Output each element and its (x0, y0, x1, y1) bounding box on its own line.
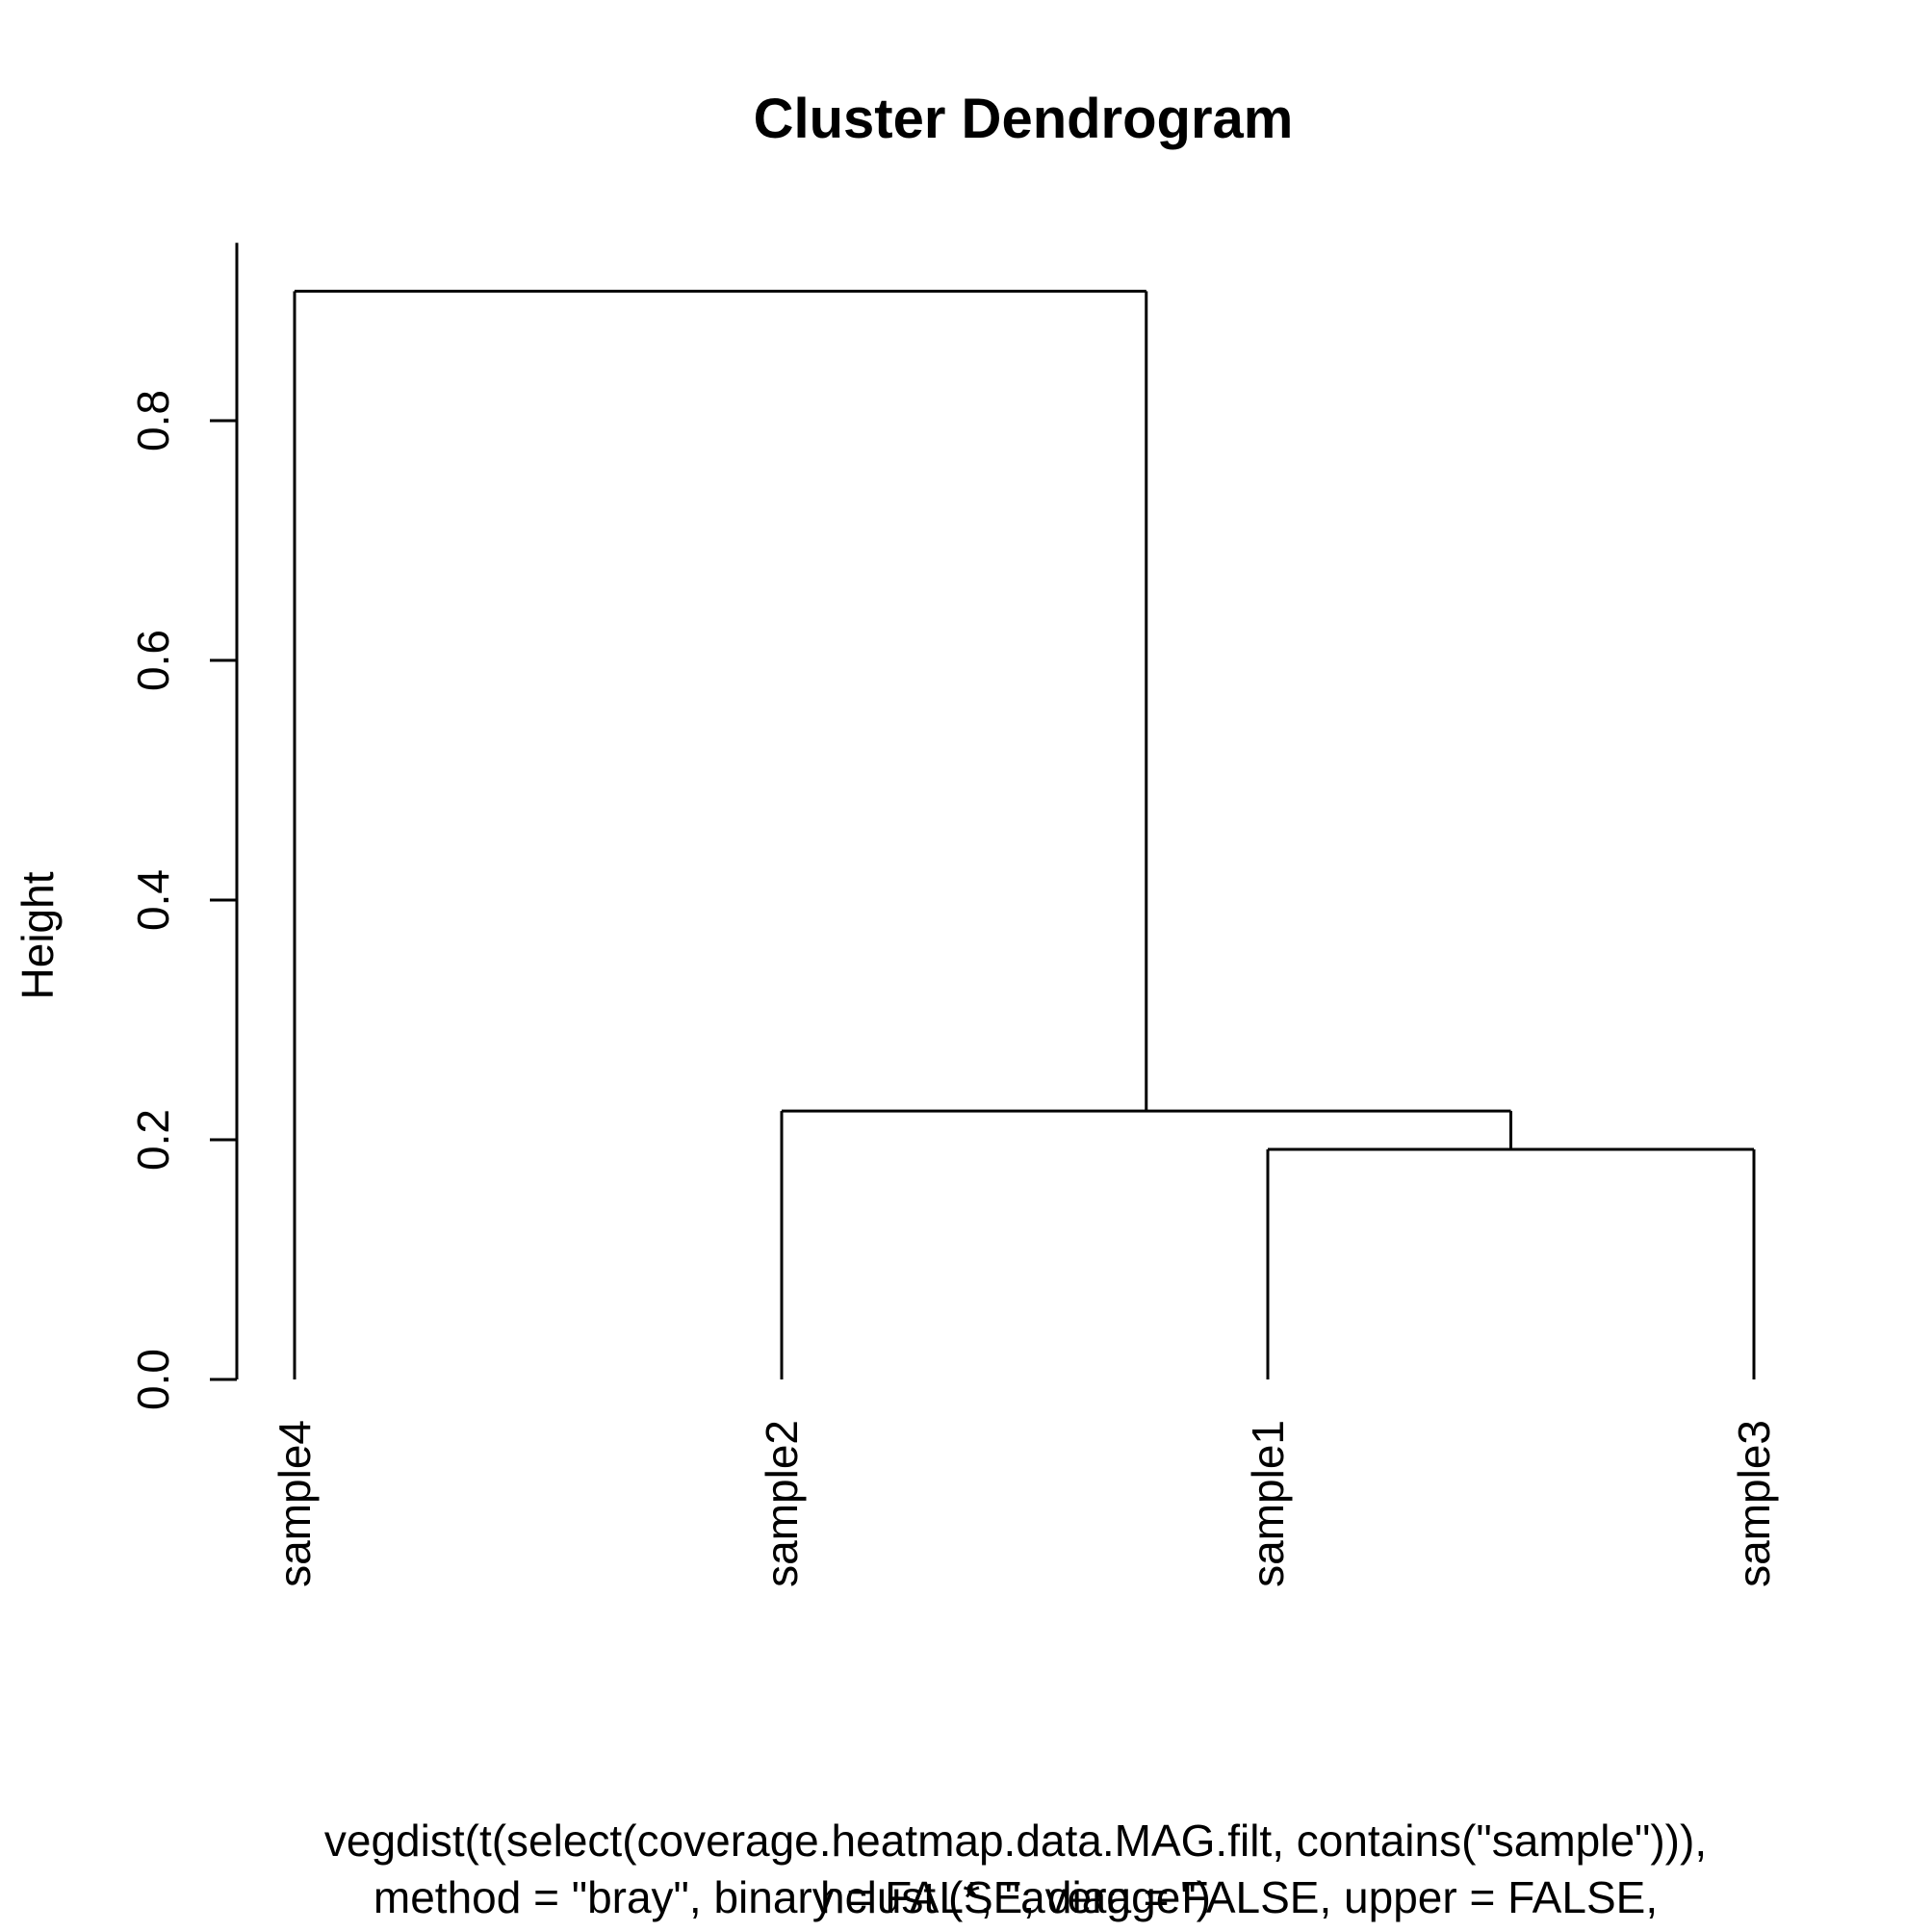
subtitle-line-3: hclust (*, "average") (820, 1872, 1211, 1922)
y-axis-title: Height (13, 871, 63, 999)
y-tick-label: 0.0 (128, 1349, 178, 1410)
y-tick-label: 0.8 (128, 390, 178, 451)
leaf-labels: sample4 sample2 sample1 sample3 (270, 1420, 1779, 1587)
dendrogram-tree (293, 290, 1756, 1379)
y-tick-label: 0.2 (128, 1109, 178, 1171)
leaf-label: sample2 (757, 1420, 807, 1587)
y-tick-label: 0.6 (128, 630, 178, 691)
subtitle-line-1: vegdist(t(select(coverage.heatmap.data.M… (324, 1816, 1707, 1866)
y-tick-label: 0.4 (128, 869, 178, 931)
subtitle-line-2: method = "bray", binary = FALSE, diag = … (374, 1872, 1658, 1922)
leaf-label: sample3 (1729, 1420, 1779, 1587)
leaf-label: sample1 (1243, 1420, 1293, 1587)
chart-title: Cluster Dendrogram (754, 88, 1294, 150)
y-axis: 0.0 0.2 0.4 0.6 0.8 (128, 243, 239, 1410)
leaf-label: sample4 (270, 1420, 320, 1587)
